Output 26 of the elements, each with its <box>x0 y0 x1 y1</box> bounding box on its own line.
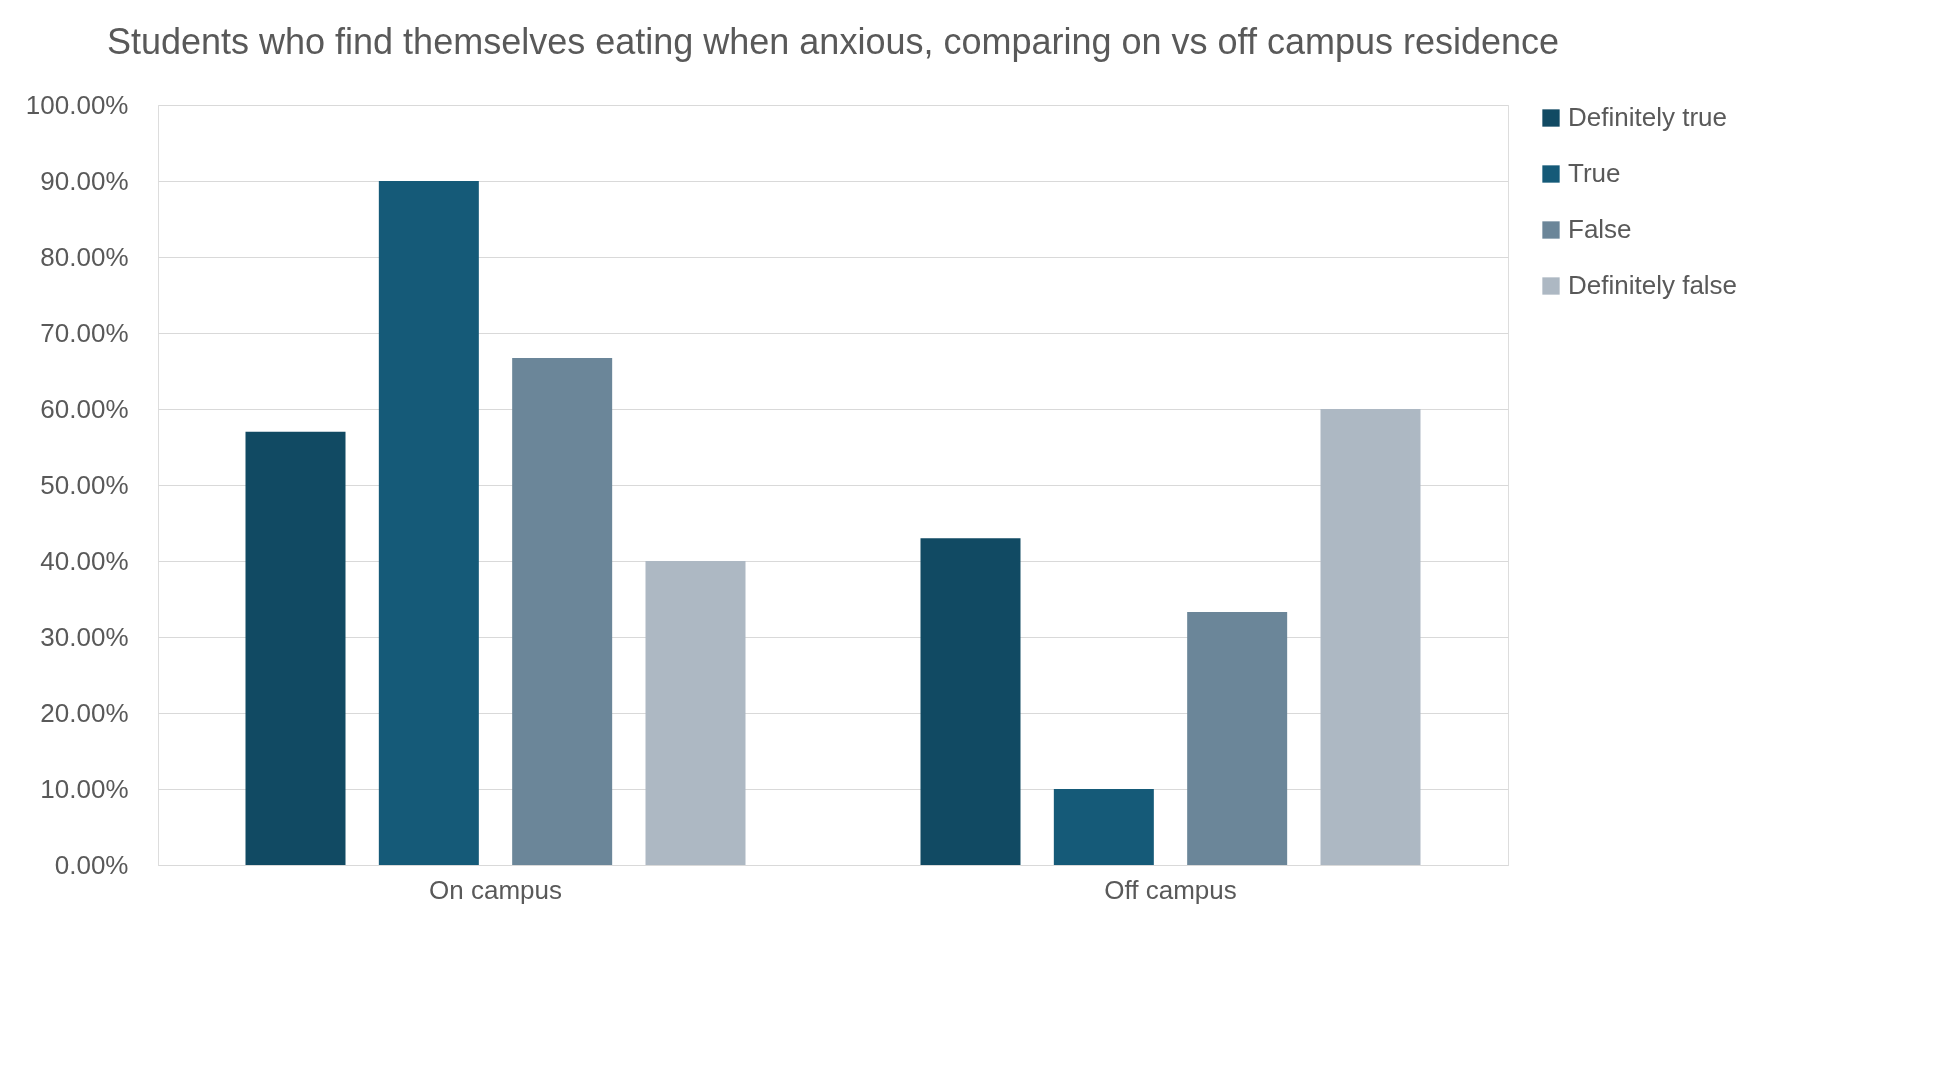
y-tick-label: 0.00% <box>54 849 129 880</box>
y-tick-label: 80.00% <box>40 241 129 272</box>
y-tick-label: 40.00% <box>40 545 129 576</box>
legend-label: Definitely true <box>1568 102 1727 132</box>
legend-label: False <box>1568 214 1632 244</box>
x-tick-label: On campus <box>429 874 562 905</box>
bar <box>1187 611 1288 865</box>
y-tick-label: 50.00% <box>40 469 129 500</box>
y-tick-label: 30.00% <box>40 621 129 652</box>
y-tick-label: 10.00% <box>40 773 129 804</box>
chart-title: Students who find themselves eating when anxious, comparing on vs off campus residence <box>106 21 1560 62</box>
y-tick-label: 60.00% <box>40 393 129 424</box>
bar <box>245 431 346 865</box>
y-tick-label: 20.00% <box>40 697 129 728</box>
x-tick-label: Off campus <box>1104 874 1237 905</box>
bar <box>1320 409 1421 865</box>
legend-label: True <box>1568 158 1621 188</box>
bar <box>645 561 746 865</box>
y-tick-label: 100.00% <box>25 89 129 120</box>
bar <box>920 538 1021 865</box>
bar <box>1053 789 1154 865</box>
y-tick-label: 70.00% <box>40 317 129 348</box>
legend-label: Definitely false <box>1568 270 1738 300</box>
bar <box>378 181 479 865</box>
y-tick-label: 90.00% <box>40 165 129 196</box>
bar <box>512 358 613 865</box>
